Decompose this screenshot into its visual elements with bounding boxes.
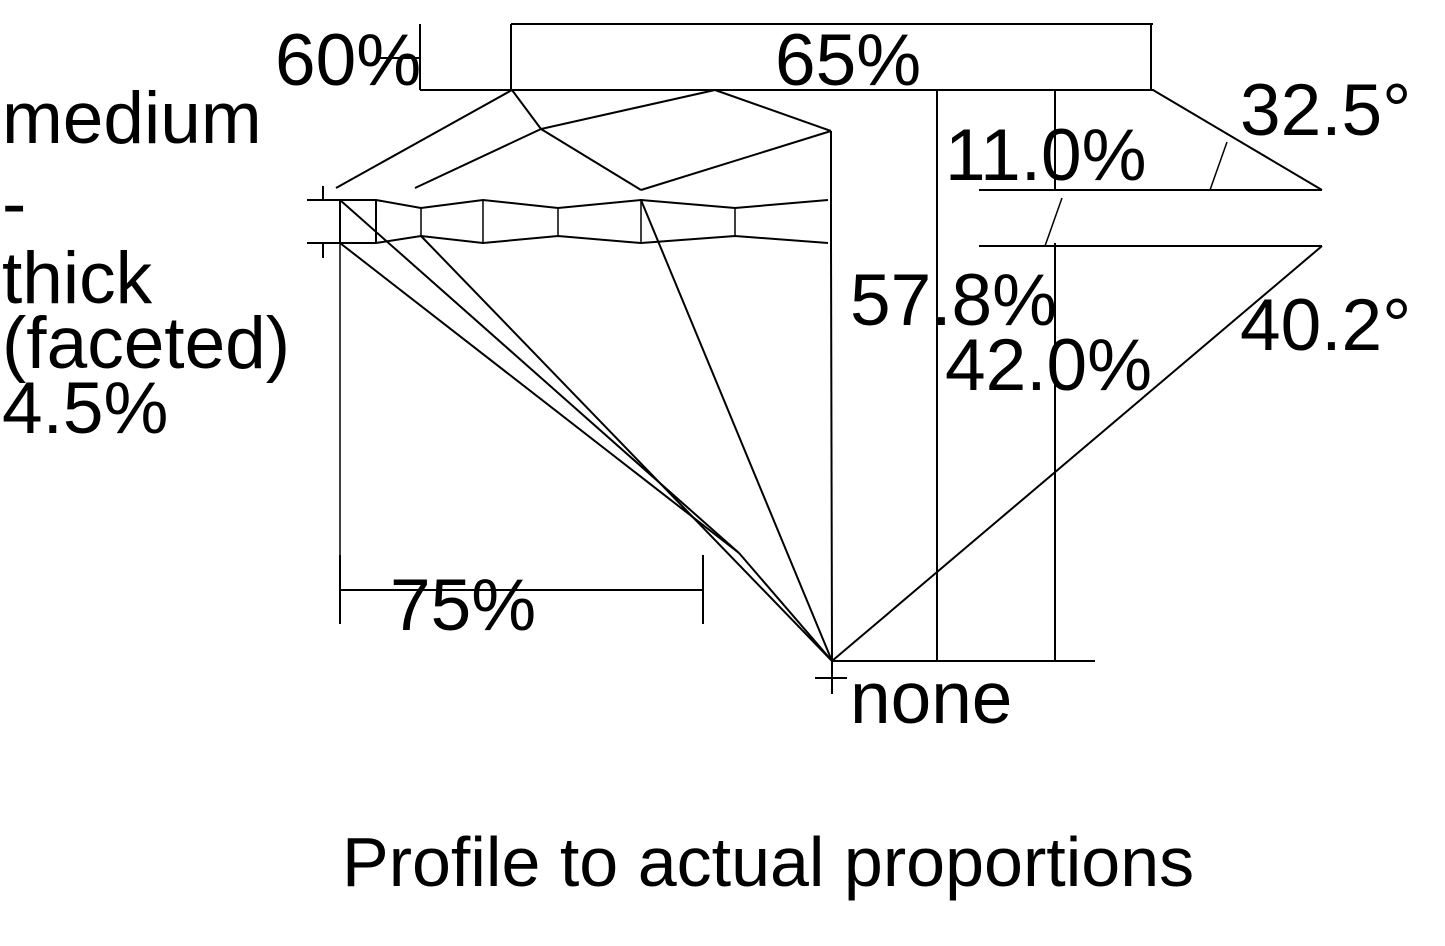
svg-text:medium: medium bbox=[2, 78, 262, 159]
svg-text:65%: 65% bbox=[775, 20, 921, 101]
svg-text:75%: 75% bbox=[390, 565, 536, 646]
svg-text:60%: 60% bbox=[275, 20, 421, 101]
svg-text:11.0%: 11.0% bbox=[945, 115, 1147, 196]
svg-text:40.2°: 40.2° bbox=[1240, 285, 1411, 366]
svg-text:Profile to actual proportions: Profile to actual proportions bbox=[342, 823, 1194, 901]
svg-text:42.0%: 42.0% bbox=[945, 325, 1152, 406]
svg-text:none: none bbox=[850, 658, 1012, 739]
svg-text:32.5°: 32.5° bbox=[1240, 70, 1411, 151]
svg-text:4.5%: 4.5% bbox=[2, 368, 168, 449]
svg-text:-: - bbox=[2, 163, 26, 244]
